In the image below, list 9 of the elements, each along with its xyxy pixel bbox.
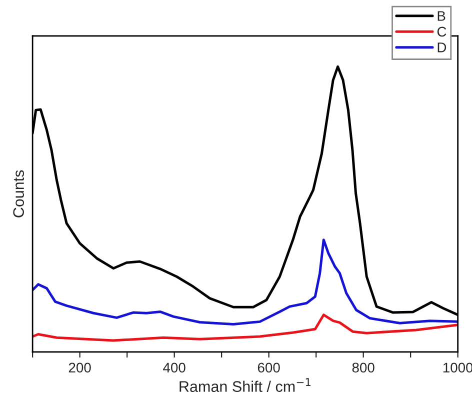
x-tick-label: 200	[68, 362, 91, 373]
legend-label: B	[438, 11, 446, 21]
legend-label: C	[437, 26, 446, 37]
y-axis-title: Counts	[13, 170, 24, 218]
x-tick-label: 600	[258, 362, 280, 373]
x-tick-label: 400	[163, 362, 186, 373]
legend-label: D	[438, 42, 446, 52]
x-tick-label: 800	[352, 362, 374, 373]
x-axis-title: Raman Shift / cm$^{−1}$	[180, 378, 311, 392]
